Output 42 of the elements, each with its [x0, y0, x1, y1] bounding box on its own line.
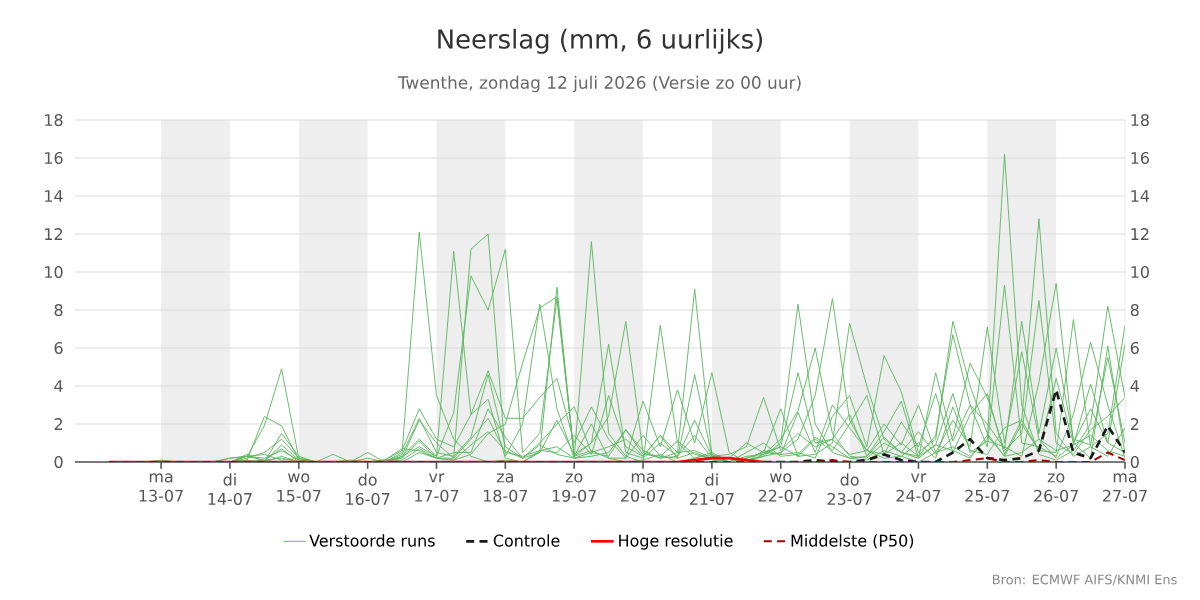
legend-label: Verstoorde runs: [309, 534, 435, 547]
y2-tick-label: 12: [1131, 228, 1149, 240]
y2-tick-label: 10: [1131, 265, 1149, 279]
x-tick-label: wo 22-07: [758, 473, 803, 502]
y-tick-label: 6: [54, 341, 63, 355]
chart-subtitle: Twenthe, zondag 12 juli 2026 (Versie zo 00 uur): [397, 75, 801, 93]
y2-tick-label: 18: [1131, 113, 1149, 127]
y-tick-label: 2: [54, 418, 63, 430]
y2-tick-label: 2: [1130, 418, 1139, 430]
x-tick-label: di 21-07: [689, 473, 734, 505]
x-tick-label: ma 13-07: [139, 473, 183, 502]
x-tick-label: zo 19-07: [552, 473, 596, 502]
legend-label: Hoge resolutie: [619, 534, 733, 550]
x-tick-label: wo 15-07: [277, 473, 321, 502]
chart-title: Neerslag (mm, 6 uurlijks): [438, 28, 763, 54]
y-tick-label: 12: [45, 228, 63, 240]
legend-label: Controle: [493, 534, 560, 547]
x-tick-label: ma 27-07: [1103, 473, 1147, 502]
y2-tick-label: 16: [1131, 151, 1150, 165]
x-tick-label: di 14-07: [208, 473, 252, 505]
y-tick-label: 0: [54, 455, 63, 469]
y-tick-label: 18: [45, 113, 63, 127]
y2-tick-label: 4: [1130, 380, 1139, 392]
y2-tick-label: 0: [1130, 455, 1139, 469]
y-tick-label: 4: [54, 380, 63, 392]
legend-label: Middelste (P50): [791, 534, 914, 549]
y-tick-label: 8: [54, 303, 63, 317]
x-tick-label: zo 26-07: [1034, 473, 1078, 502]
x-tick-label: do 16-07: [346, 473, 390, 505]
y-tick-label: 10: [45, 265, 63, 279]
x-tick-label: do 23-07: [827, 473, 872, 505]
x-tick-label: za 18-07: [483, 473, 528, 502]
text: Bron: ECMWF AIFS/KNMI Ens: [992, 574, 1177, 586]
y-tick-label: 14: [45, 190, 63, 202]
y2-tick-label: 14: [1131, 190, 1150, 202]
x-tick-label: vr 17-07: [415, 473, 459, 502]
y-tick-label: 16: [45, 151, 63, 165]
y2-tick-label: 6: [1130, 341, 1139, 355]
x-tick-label: ma 20-07: [621, 473, 665, 502]
x-tick-label: za 25-07: [965, 473, 1010, 502]
x-tick-label: vr 24-07: [896, 473, 941, 502]
y2-tick-label: 8: [1130, 303, 1139, 317]
